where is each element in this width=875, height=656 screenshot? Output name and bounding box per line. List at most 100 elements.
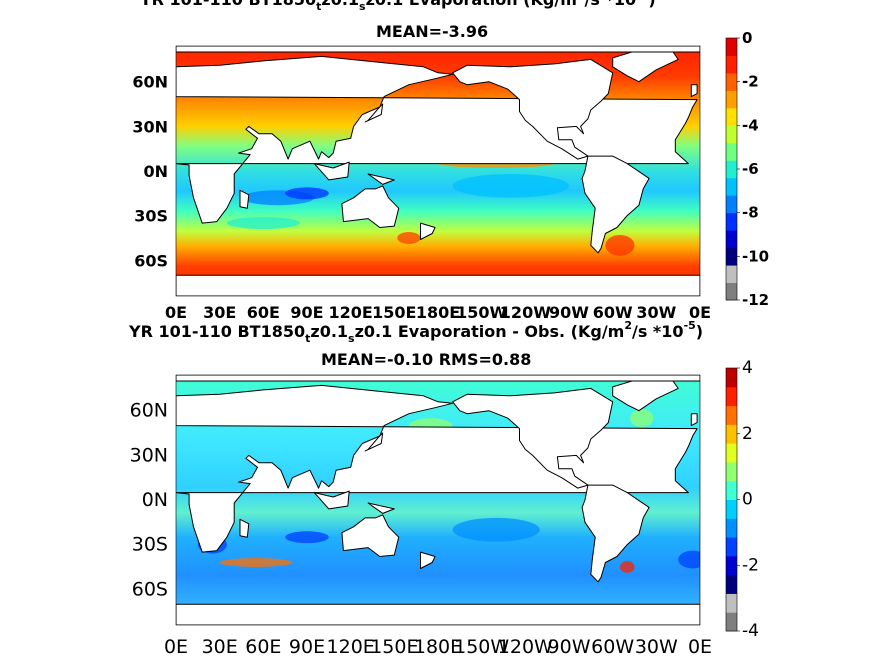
landmass-uk — [690, 84, 698, 98]
field-feature — [630, 409, 654, 428]
landmass-arctic — [176, 375, 700, 382]
x-tick-label: 150E — [370, 636, 418, 656]
colorbar-segment — [726, 247, 737, 266]
y-tick-label: 60N — [132, 73, 168, 92]
colorbar-segment — [726, 230, 737, 249]
landmass-south-america — [581, 484, 650, 583]
colorbar-segment — [726, 265, 737, 284]
y-tick-label: 30N — [130, 444, 168, 466]
colorbar-tick-label: -4 — [742, 116, 759, 134]
map-field — [176, 46, 700, 296]
x-tick-label: 60E — [245, 636, 281, 656]
colorbar-segment — [726, 125, 737, 144]
x-tick-label: 90E — [289, 636, 325, 656]
map-frame — [175, 374, 701, 626]
colorbar-segment — [726, 142, 737, 161]
top-plot-mean: MEAN=-3.96 — [376, 22, 489, 41]
colorbar-tick-label: -2 — [742, 555, 759, 575]
bottom-map — [175, 374, 701, 626]
landmass-borneo-sumatra — [313, 490, 350, 510]
x-tick-label: 180E — [416, 303, 460, 322]
colorbar-tick-label: 0 — [742, 29, 752, 47]
bottom-plot-stats: MEAN=-0.10 RMS=0.88 — [321, 350, 532, 369]
colorbar-segment — [726, 480, 737, 500]
landmass-north-america — [452, 387, 614, 489]
field-feature — [397, 232, 421, 244]
colorbar-segment — [726, 424, 737, 444]
field-feature — [678, 550, 700, 569]
landmass-new-guinea — [367, 173, 395, 185]
bottom-plot-title: YR 101-110 BT1850tz0.1sz0.1 Evaporation … — [129, 319, 704, 345]
y-tick-label: 30S — [134, 207, 168, 226]
x-tick-label: 120W — [500, 303, 551, 322]
colorbar-tick-label: 0 — [742, 490, 753, 510]
colorbar-tick-label: -6 — [742, 160, 759, 178]
x-tick-label: 120W — [498, 636, 553, 656]
field-feature — [452, 173, 569, 198]
colorbar-segment — [726, 537, 737, 557]
x-tick-label: 120E — [327, 636, 375, 656]
colorbar-segment — [726, 195, 737, 214]
x-tick-label: 30E — [203, 303, 236, 322]
x-tick-label: 90W — [548, 636, 591, 656]
landmass-australia — [341, 185, 400, 228]
colorbar-tick-label: -12 — [742, 291, 769, 309]
colorbar-segment — [726, 593, 737, 613]
colorbar-segment — [726, 55, 737, 74]
map-frame — [175, 45, 701, 297]
x-tick-label: 30W — [636, 303, 676, 322]
colorbar-segment — [726, 555, 737, 576]
y-tick-label: 30S — [132, 534, 168, 556]
field-feature — [219, 558, 293, 567]
field-feature — [226, 217, 300, 230]
landmass-australia — [341, 514, 400, 557]
colorbar-segment — [726, 160, 737, 179]
colorbar-segment — [726, 368, 737, 388]
x-tick-label: 0E — [688, 636, 712, 656]
colorbar-tick-label: 2 — [742, 424, 753, 444]
x-tick-label: 90W — [549, 303, 589, 322]
landmass-new-guinea — [367, 502, 395, 514]
colorbar-segment — [726, 574, 737, 594]
colorbar-segment — [726, 612, 737, 632]
colorbar-segment — [726, 90, 737, 109]
colorbar-segment — [726, 518, 737, 538]
colorbar-tick-label: -10 — [742, 247, 769, 265]
colorbar-segment — [726, 38, 737, 56]
landmass-borneo-sumatra — [313, 161, 350, 181]
colorbar-segment — [726, 499, 737, 519]
landmass-madagascar — [239, 189, 250, 209]
colorbar-segment — [726, 72, 737, 91]
landmass-uk — [690, 413, 698, 427]
landmass-antarctica — [176, 274, 700, 296]
field-feature — [285, 187, 329, 200]
colorbar-tick-label: -2 — [742, 73, 759, 91]
y-tick-label: 60S — [134, 251, 168, 270]
y-tick-label: 0N — [142, 489, 168, 511]
landmass-japan — [364, 432, 384, 452]
y-tick-label: 60S — [132, 578, 168, 600]
colorbar-segment — [726, 443, 737, 463]
colorbar-segment — [726, 461, 737, 482]
landmass-arctic — [176, 46, 700, 53]
colorbar-segment — [726, 107, 737, 126]
x-tick-label: 150W — [454, 636, 509, 656]
colorbar-segment — [726, 405, 737, 425]
colorbar-tick-label: 4 — [742, 358, 753, 378]
x-tick-label: 90E — [290, 303, 323, 322]
field-feature — [285, 531, 329, 544]
colorbar-tick-label: -4 — [742, 621, 759, 641]
x-tick-label: 180E — [414, 636, 462, 656]
x-tick-label: 150E — [372, 303, 416, 322]
colorbar-segment — [726, 386, 737, 407]
colorbar-segment — [726, 282, 737, 301]
x-tick-label: 60W — [591, 636, 634, 656]
landmass-madagascar — [239, 518, 250, 538]
y-tick-label: 60N — [130, 400, 168, 422]
top-map — [175, 45, 701, 297]
top-plot-title: YR 101-110 BT1850tz0.1sz0.1 Evaporation … — [140, 0, 656, 13]
field-feature — [452, 517, 540, 542]
landmass-new-zealand — [420, 551, 436, 569]
